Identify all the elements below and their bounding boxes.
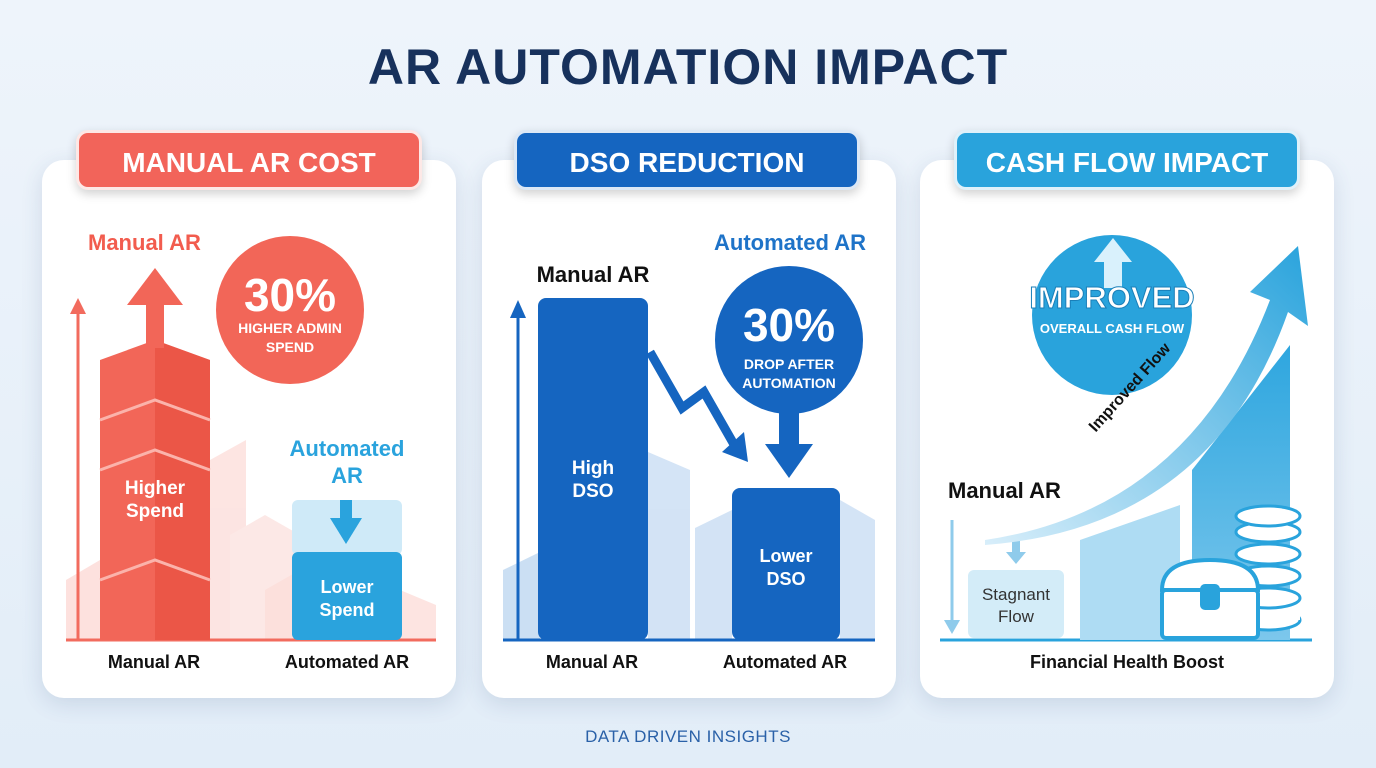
lower-spend-line2: Spend [319,600,375,620]
cash-stat-caption: OVERALL CASH FLOW [1039,321,1185,336]
page-title: AR AUTOMATION IMPACT [367,39,1009,95]
dso-manual-label: Manual AR [536,262,650,287]
cash-mid-bar [1080,505,1180,640]
cash-stat-circle [1032,235,1192,395]
cash-stat-value: IMPROVED [1029,280,1195,316]
stagnant-flow-box [968,570,1064,638]
cash-flow-impact-header: CASH FLOW IMPACT [954,130,1300,190]
high-dso-bar [538,298,648,640]
treasure-chest-icon [1159,557,1261,640]
dso-axis-arrowhead [510,300,526,318]
dso-stat-circle [715,266,863,414]
cost-stat-circle [216,236,364,384]
dso-x-label-manual: Manual AR [545,652,639,672]
cost-axis-arrowhead [70,298,86,314]
dso-automated-label: Automated AR [714,230,866,255]
cost-stat-value: 30% [243,269,337,321]
cash-up-arrow-icon [1094,238,1132,288]
stagnant-line2: Flow [998,607,1034,626]
cash-x-label: Financial Health Boost [1029,652,1225,672]
cash-manual-ar-label: Manual AR [948,478,1061,503]
dso-stat-caption-line2: AUTOMATION [742,375,836,391]
dso-reduction-header: DSO REDUCTION [514,130,860,190]
dso-down-arrow-icon [765,412,813,478]
cost-x-label-automated: Automated AR [284,652,410,672]
cost-stat-caption-line2: SPEND [265,339,315,355]
cost-x-label-manual: Manual AR [107,652,201,672]
cost-up-arrow-icon [127,268,183,348]
cost-stat-caption-line1: HIGHER ADMIN [238,320,342,336]
higher-spend-line1: Higher [124,478,186,499]
lower-spend-line1: Lower [320,577,374,597]
high-dso-line1: High [571,458,615,479]
stagnant-line1: Stagnant [981,585,1051,604]
lower-spend-bar [292,500,402,640]
cost-automated-label-line1: Automated [289,436,405,461]
dso-stat-value: 30% [742,299,836,351]
lower-dso-line1: Lower [759,546,813,566]
lower-dso-line2: DSO [766,569,806,589]
cost-manual-ar-label: Manual AR [88,230,201,255]
dso-x-label-automated: Automated AR [722,652,848,672]
footer-tagline: DATA DRIVEN INSIGHTS [585,727,791,746]
lower-dso-bar [732,488,840,640]
stagnant-down-arrow-icon [1006,540,1026,564]
cost-background-blocks [66,440,436,640]
manual-ar-cost-header: MANUAL AR COST [76,130,422,190]
cost-automated-label-line2: AR [331,463,363,488]
higher-spend-line2: Spend [125,501,185,522]
dso-trend-arrow-icon [646,349,748,462]
higher-spend-bar [99,340,211,640]
improved-flow-arrow-icon [985,246,1308,545]
dso-background-blocks [503,452,875,640]
high-dso-line2: DSO [572,481,614,502]
dso-stat-caption-line1: DROP AFTER [743,356,835,372]
